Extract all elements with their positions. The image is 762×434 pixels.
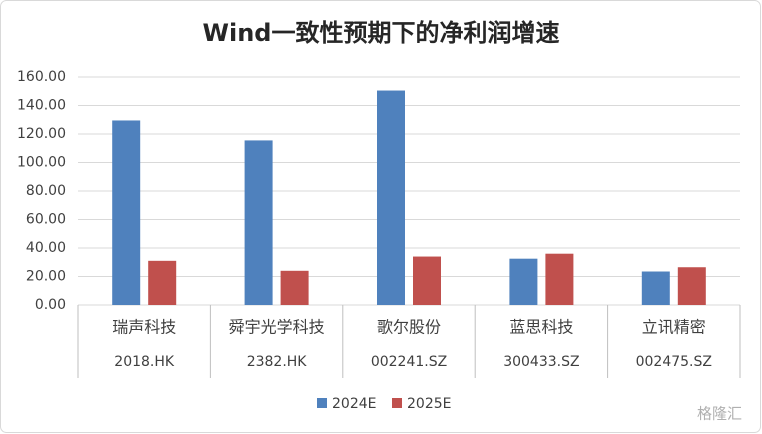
x-tick-label: 歌尔股份 bbox=[377, 318, 441, 337]
bar bbox=[677, 267, 706, 305]
y-tick-label: 60.00 bbox=[26, 212, 66, 228]
bar bbox=[413, 256, 441, 305]
bar bbox=[545, 253, 574, 305]
x-tick-label: 立讯精密 bbox=[642, 318, 706, 337]
y-tick-label: 120.00 bbox=[17, 126, 66, 142]
bar bbox=[641, 271, 670, 305]
y-tick-label: 20.00 bbox=[26, 269, 66, 285]
x-tick-label: 瑞声科技 bbox=[112, 318, 176, 337]
bar bbox=[280, 270, 309, 305]
x-tick-label: 蓝思科技 bbox=[509, 318, 573, 337]
y-tick-label: 80.00 bbox=[26, 183, 66, 199]
y-tick-label: 0.00 bbox=[35, 297, 66, 313]
chart-title: Wind一致性预期下的净利润增速 bbox=[203, 19, 560, 47]
bar bbox=[377, 90, 405, 305]
x-tick-sublabel: 2018.HK bbox=[114, 354, 175, 370]
legend-label: 2025E bbox=[407, 396, 451, 412]
x-tick-sublabel: 002241.SZ bbox=[371, 354, 447, 370]
watermark: 格隆汇 bbox=[697, 405, 742, 423]
y-tick-label: 140.00 bbox=[17, 98, 66, 114]
bar bbox=[148, 260, 177, 305]
y-tick-label: 100.00 bbox=[17, 155, 66, 171]
x-tick-sublabel: 002475.SZ bbox=[636, 354, 712, 370]
y-tick-label: 160.00 bbox=[17, 69, 66, 85]
x-tick-sublabel: 2382.HK bbox=[247, 354, 308, 370]
x-tick-label: 舜宇光学科技 bbox=[229, 318, 325, 337]
legend-swatch bbox=[317, 398, 327, 408]
legend-swatch bbox=[392, 398, 402, 408]
y-tick-label: 40.00 bbox=[26, 240, 66, 256]
x-tick-sublabel: 300433.SZ bbox=[503, 354, 579, 370]
bar bbox=[509, 258, 538, 305]
legend-label: 2024E bbox=[332, 396, 376, 412]
bar bbox=[244, 140, 273, 305]
bar bbox=[112, 120, 141, 306]
